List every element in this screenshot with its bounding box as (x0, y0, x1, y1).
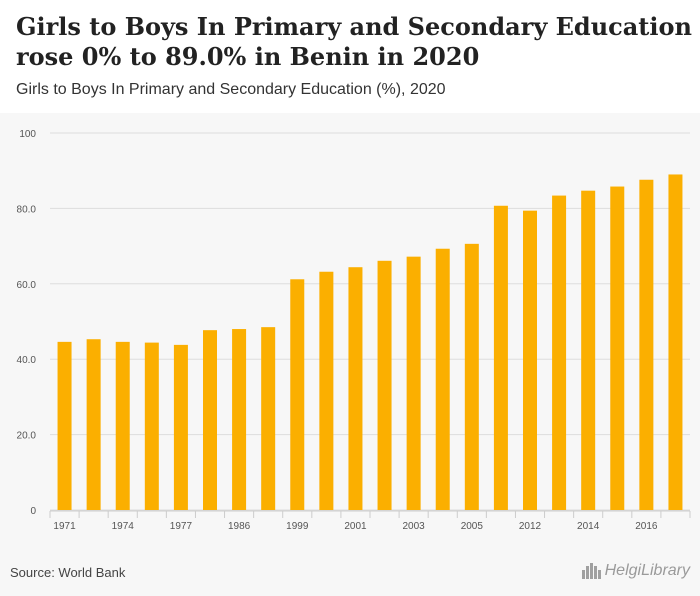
bar (668, 174, 683, 510)
y-tick-label: 100 (19, 129, 36, 140)
x-tick-label: 2014 (577, 521, 600, 532)
bar (173, 344, 188, 510)
bar (639, 179, 654, 511)
bar (232, 329, 247, 510)
x-axis: 1971 1974 1977 1986 1999 2001 2003 2005 2012 2014… (49, 510, 691, 532)
x-tick-label: 1977 (170, 521, 193, 532)
bar (144, 342, 159, 510)
bar (261, 327, 276, 510)
x-tick-label: 2001 (344, 521, 367, 532)
bar (348, 267, 363, 510)
x-tick-label: 1986 (228, 521, 251, 532)
bar (377, 260, 392, 510)
bar (435, 248, 450, 510)
y-tick-label: 80.0 (17, 204, 37, 215)
library-icon (581, 563, 601, 579)
y-tick-label: 0 (30, 506, 36, 517)
bar (610, 186, 625, 510)
bar (203, 330, 217, 510)
bar (523, 210, 537, 511)
x-tick-label: 1971 (53, 521, 76, 532)
bars (57, 174, 683, 511)
y-tick-label: 20.0 (17, 431, 37, 442)
y-tick-label: 60.0 (17, 280, 37, 291)
bar (493, 205, 508, 511)
y-axis-labels: 0 20.0 40.0 60.0 80.0 100 (17, 129, 37, 517)
brand-logo: HelgiLibrary (581, 562, 690, 580)
x-tick-label: 2012 (519, 521, 542, 532)
bar (581, 190, 596, 510)
x-tick-label: 1974 (112, 521, 135, 532)
y-tick-label: 40.0 (17, 355, 37, 366)
source-note: Source: World Bank (10, 565, 126, 580)
bar (319, 271, 334, 510)
bar (57, 341, 72, 510)
bar (86, 339, 101, 510)
x-tick-label: 2005 (461, 521, 484, 532)
bar (464, 243, 479, 510)
bar (115, 341, 130, 510)
bar (552, 195, 567, 510)
x-tick-label: 2016 (635, 521, 658, 532)
x-tick-label: 1999 (286, 521, 309, 532)
chart-title: Girls to Boys In Primary and Secondary E… (16, 12, 692, 71)
brand-name: HelgiLibrary (604, 562, 690, 579)
bar (406, 256, 421, 510)
bar (290, 279, 305, 510)
x-tick-label: 2003 (403, 521, 426, 532)
chart-subtitle: Girls to Boys In Primary and Secondary E… (16, 81, 446, 98)
